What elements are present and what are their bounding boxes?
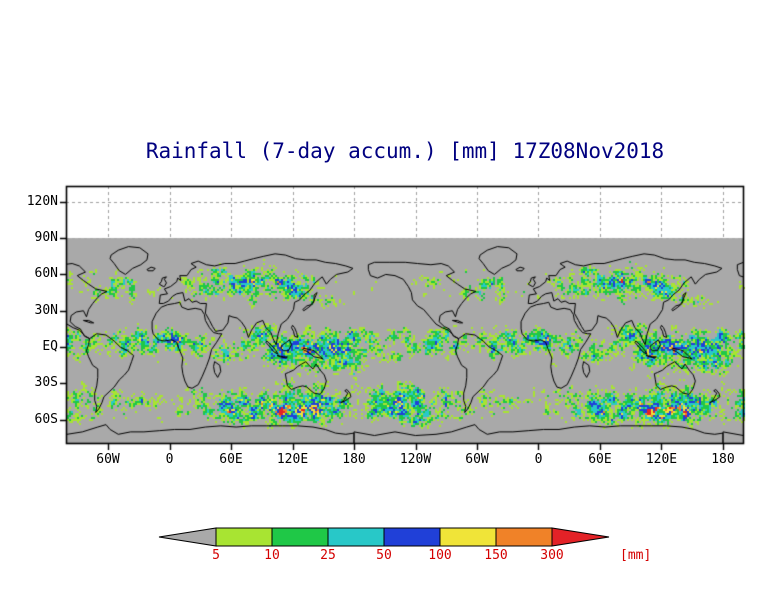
x-axis-label-6-60w: 60W (465, 452, 489, 467)
y-axis-label-120n: 120N (26, 193, 58, 209)
colorbar-tick-label-100: 100 (428, 548, 452, 563)
colorbar-tick-label-10: 10 (264, 548, 280, 563)
colorbar-graphic (158, 527, 610, 547)
y-axis-label-60n: 60N (34, 266, 58, 282)
colorbar-tick-label-150: 150 (484, 548, 508, 563)
x-axis-label-2-60e: 60E (219, 452, 243, 467)
plot-title: Rainfall (7-day accum.) [mm] 17Z08Nov201… (145, 139, 665, 163)
colorbar-tick-label-300: 300 (540, 548, 564, 563)
x-axis-label-5-120w: 120W (399, 452, 432, 467)
y-axis-label-60s: 60S (34, 411, 58, 427)
y-axis-label-30s: 30S (34, 375, 58, 391)
colorbar-tick-label-5: 5 (212, 548, 220, 563)
y-axis-label-eq: EQ (42, 339, 58, 355)
x-axis-label-4-180: 180 (342, 452, 366, 467)
x-axis-label-0-60w: 60W (96, 452, 120, 467)
rainfall-colorbar: 5 10 25 50 100 150 300 [mm] (158, 527, 718, 569)
y-axis-label-90n: 90N (34, 230, 58, 246)
colorbar-unit-label: [mm] (620, 548, 652, 563)
x-axis-label-3-120e: 120E (276, 452, 309, 467)
x-axis-label-7-0: 0 (534, 452, 543, 467)
x-axis-label-1-0: 0 (165, 452, 174, 467)
x-axis-label-10-180: 180 (711, 452, 735, 467)
colorbar-tick-label-25: 25 (320, 548, 336, 563)
y-axis-label-30n: 30N (34, 302, 58, 318)
colorbar-tick-label-50: 50 (376, 548, 392, 563)
x-axis-label-8-60e: 60E (588, 452, 612, 467)
x-axis-label-9-120e: 120E (645, 452, 678, 467)
